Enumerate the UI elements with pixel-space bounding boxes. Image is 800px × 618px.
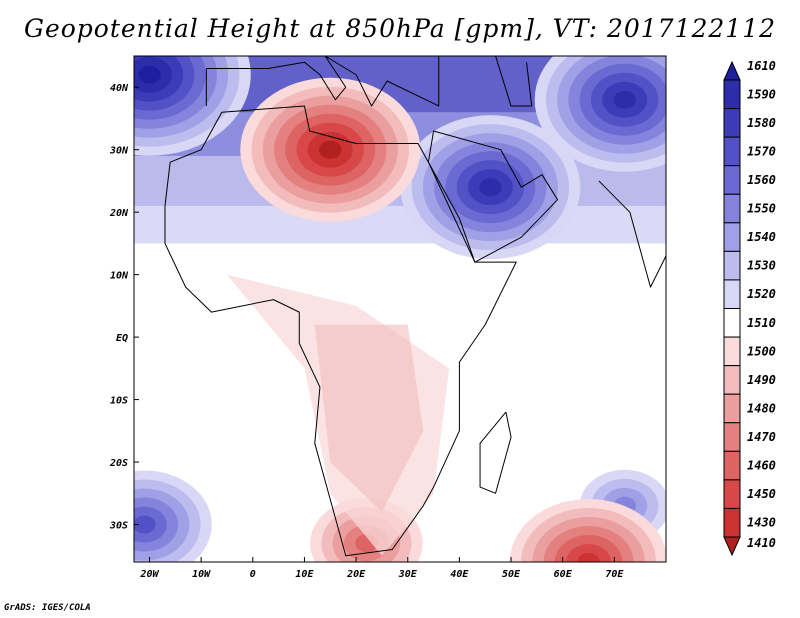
height-low: [509, 499, 666, 562]
y-tick-label: 10S: [110, 396, 128, 407]
colorbar-label: 1540: [747, 230, 776, 244]
colorbar-label: 1450: [747, 487, 776, 501]
colorbar-swatch: [723, 393, 741, 424]
colorbar-swatch: [723, 422, 741, 452]
x-tick-label: 0: [250, 569, 256, 580]
colorbar-label: 1410: [747, 536, 776, 550]
contour-fill: [613, 90, 636, 109]
colorbar-swatch: [723, 336, 741, 367]
contour-fill: [577, 553, 600, 562]
colorbar-label: 1560: [747, 173, 776, 187]
y-tick-label: 20N: [109, 208, 129, 219]
colorbar-label: 1580: [747, 116, 776, 130]
colorbar-label: 1490: [747, 373, 776, 387]
coastlines: [164, 56, 666, 557]
plot-frame: [133, 55, 667, 563]
contour-fill: [319, 140, 342, 159]
x-tick-label: 10E: [295, 569, 314, 580]
colorbar-label: 1530: [747, 259, 776, 273]
colorbar-label: 1610: [747, 59, 776, 73]
colorbar-label: 1470: [747, 430, 776, 444]
height-high: [534, 56, 666, 172]
madagascar-coastline: [479, 411, 512, 494]
colorbar-label: 1590: [747, 87, 776, 101]
y-tick-label: 30S: [109, 521, 128, 532]
colorbar-swatch: [723, 507, 741, 538]
height-high: [134, 56, 251, 156]
africa-coastline: [164, 105, 517, 557]
contour-fill: [138, 65, 161, 84]
contour-fill: [479, 178, 502, 197]
colorbar-swatch: [723, 450, 741, 481]
field-africa-low-core: [314, 324, 424, 513]
europe-coastline: [205, 56, 440, 107]
y-tick-label: 40N: [110, 83, 129, 94]
colorbar-swatch: [723, 250, 741, 281]
colorbar-label: 1510: [747, 316, 776, 330]
x-tick-label: 20W: [139, 569, 159, 580]
colorbar-label: 1500: [747, 344, 776, 358]
x-tick-label: 10W: [192, 569, 211, 580]
colorbar-swatch: [723, 279, 741, 309]
x-tick-label: 40E: [450, 569, 469, 580]
arabia-coastline: [427, 130, 559, 263]
x-tick-label: 70E: [605, 569, 624, 580]
x-tick-label: 20E: [346, 569, 366, 580]
colorbar-swatch: [723, 479, 741, 509]
y-tick-label: EQ: [116, 333, 128, 344]
colorbar-swatch: [723, 365, 741, 395]
colorbar-label: 1570: [747, 144, 776, 158]
colorbar-swatch: [723, 165, 741, 195]
colorbar-label: 1520: [747, 287, 776, 301]
colorbar-swatch: [723, 136, 741, 167]
colorbar-label: 1460: [747, 459, 776, 473]
colorbar-swatch: [723, 108, 741, 138]
caspian-coastline: [495, 56, 533, 107]
colorbar-label: 1480: [747, 401, 776, 415]
height-field: [134, 56, 666, 562]
y-tick-label: 20S: [109, 458, 128, 469]
x-tick-label: 60E: [554, 569, 573, 580]
india-coastline: [598, 180, 666, 288]
colorbar-swatch: [723, 193, 741, 224]
colorbar-label: 1550: [747, 202, 776, 216]
y-tick-label: 30N: [109, 146, 129, 157]
colorbar-swatch: [723, 222, 741, 252]
grads-credit: GrADS: IGES/COLA: [4, 603, 91, 613]
colorbar: 1610 1590 1580 1570 1560 1550 1540 1530 1520 1510…: [723, 59, 776, 557]
height-low: [240, 77, 421, 222]
y-tick-label: 10N: [110, 271, 129, 282]
contour-fill: [134, 515, 156, 534]
colorbar-top-arrow: [723, 60, 741, 81]
colorbar-swatch: [723, 308, 741, 338]
height-high: [134, 470, 212, 562]
map-title: Geopotential Height at 850hPa [gpm], VT:…: [23, 14, 777, 43]
x-tick-label: 30E: [398, 569, 418, 580]
map-axes: 20W 10W 0 10E 20E 30E 40E 50E 60E 70E 40N 30N 20N 10N…: [109, 83, 624, 580]
colorbar-label: 1430: [747, 516, 776, 530]
colorbar-bottom-arrow: [723, 536, 741, 557]
colorbar-swatch: [723, 79, 741, 110]
x-tick-label: 50E: [502, 569, 521, 580]
